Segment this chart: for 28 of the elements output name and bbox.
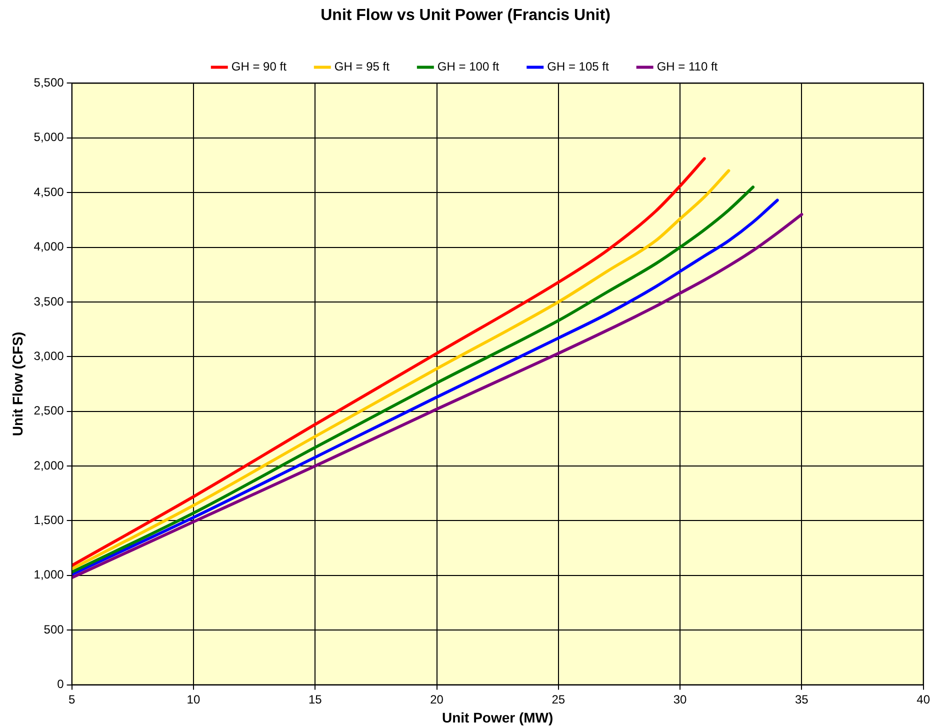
x-tick-label: 5 [68, 692, 76, 706]
legend-label: GH = 110 ft [656, 60, 718, 74]
y-tick-label: 2,000 [34, 458, 64, 472]
y-tick-label: 5,000 [34, 130, 64, 144]
x-tick-label: 40 [916, 692, 930, 706]
y-tick-label: 2,500 [34, 404, 64, 418]
x-tick-label: 10 [186, 692, 200, 706]
legend-label: GH = 90 ft [231, 60, 288, 74]
x-tick-label: 25 [552, 692, 566, 706]
chart-title: Unit Flow vs Unit Power (Francis Unit) [320, 7, 610, 24]
legend-label: GH = 95 ft [334, 60, 390, 74]
x-tick-label: 35 [795, 692, 809, 706]
legend-label: GH = 105 ft [547, 60, 610, 74]
x-tick-label: 20 [430, 692, 444, 706]
y-tick-label: 4,500 [34, 184, 64, 199]
y-axis-title: Unit Flow (CFS) [9, 332, 26, 436]
y-tick-label: 0 [57, 677, 64, 692]
y-tick-label: 3,500 [34, 294, 64, 308]
y-tick-label: 4,000 [34, 240, 64, 254]
x-tick-label: 30 [673, 692, 688, 706]
legend-label: GH = 100 ft [437, 60, 500, 74]
x-axis-title: Unit Power (MW) [442, 709, 554, 726]
y-tick-label: 3,000 [34, 348, 64, 363]
y-tick-label: 1,500 [34, 513, 64, 528]
x-tick-label: 15 [308, 692, 322, 706]
y-tick-label: 1,000 [34, 568, 64, 582]
y-tick-label: 500 [44, 622, 64, 636]
y-tick-label: 5,500 [34, 76, 64, 90]
